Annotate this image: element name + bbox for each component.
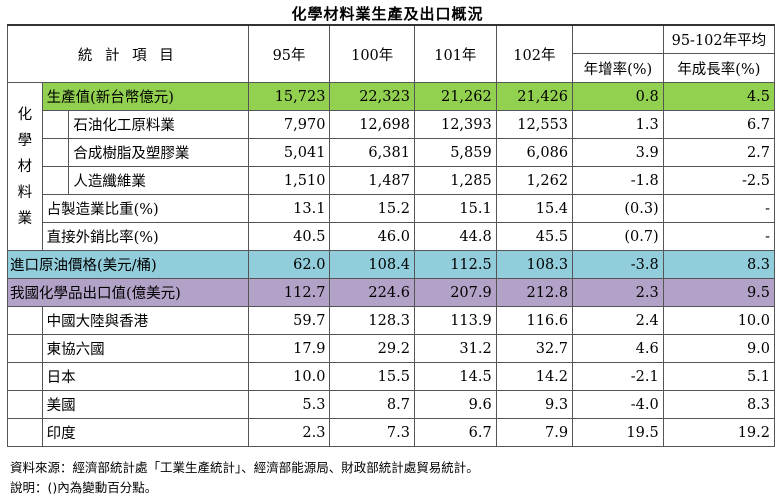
row-label: 我國化學品出口值(億美元): [7, 278, 249, 307]
header-101: 101年: [413, 24, 497, 83]
data-table: 統 計 項 目 95年 100年 101年 102年 95-102年平均 年增率…: [7, 24, 775, 447]
remark-note: 說明：()內為變動百分點。: [10, 480, 158, 495]
indent-cell: [41, 166, 70, 195]
header-row: 統 計 項 目 95年 100年 101年 102年 95-102年平均: [7, 24, 775, 83]
table-row: 石油化工原料業 7,970 12,698 12,393 12,553 1.3 6…: [8, 110, 775, 139]
header-row-2: 年增率(%) 年成長率(%): [8, 53, 775, 83]
indent-cell: [7, 390, 43, 419]
group-label: 化學材料業: [7, 82, 43, 251]
row-label: 進口原油價格(美元/桶): [7, 250, 249, 279]
indent-cell: [7, 362, 43, 391]
table-row: 美國 5.3 8.7 9.6 9.3 -4.0 8.3: [7, 390, 775, 419]
table-row: 印度 2.3 7.3 6.7 7.9 19.5 19.2: [7, 418, 775, 447]
table-row: 化學材料業 生產值(新台幣億元) 15,723 22,323 21,262 21…: [7, 82, 775, 251]
table-row: 中國大陸與香港 59.7 128.3 113.9 116.6 2.4 10.0: [7, 306, 775, 335]
header-102: 102年: [495, 24, 574, 83]
table-row: 日本 10.0 15.5 14.5 14.2 -2.1 5.1: [7, 362, 775, 391]
header-95: 95年: [247, 24, 331, 83]
indent-cell: [41, 138, 70, 167]
header-avg-line1: 95-102年平均: [662, 24, 775, 54]
row-label: 石油化工原料業: [68, 110, 249, 139]
footnotes: 資料來源：經濟部統計處「工業生產統計」、經濟部能源局、財政部統計處貿易統計。 說…: [10, 458, 479, 498]
indent-cell: [7, 306, 43, 335]
row-label: 直接外銷比率(%): [41, 222, 249, 251]
table-row: 占製造業比重(%) 13.1 15.2 15.1 15.4 (0.3) -: [8, 194, 775, 223]
row-label: 人造纖維業: [68, 166, 249, 195]
table-row: 直接外銷比率(%) 40.5 46.0 44.8 45.5 (0.7) -: [8, 222, 775, 251]
header-yoy: 年增率(%): [572, 53, 664, 83]
row-label: 印度: [41, 418, 249, 447]
indent-cell: [7, 418, 43, 447]
row-label: 美國: [41, 390, 249, 419]
table-row: 我國化學品出口值(億美元) 112.7 224.6 207.9 212.8 2.…: [7, 278, 775, 307]
row-label: 東協六國: [41, 334, 249, 363]
table-row: 東協六國 17.9 29.2 31.2 32.7 4.6 9.0: [7, 334, 775, 363]
header-100: 100年: [329, 24, 415, 83]
source-note: 資料來源：經濟部統計處「工業生產統計」、經濟部能源局、財政部統計處貿易統計。: [10, 460, 479, 475]
row-label: 中國大陸與香港: [41, 306, 249, 335]
row-label: 生產值(新台幣億元): [41, 82, 249, 111]
table-row: 人造纖維業 1,510 1,487 1,285 1,262 -1.8 -2.5: [8, 166, 775, 195]
row-label: 合成樹脂及塑膠業: [68, 138, 249, 167]
row-label: 日本: [41, 362, 249, 391]
table-title: 化學材料業生產及出口概況: [291, 5, 484, 23]
indent-cell: [41, 110, 70, 139]
header-avg-line2: 年成長率(%): [662, 53, 775, 83]
header-item: 統 計 項 目: [7, 24, 249, 83]
table-row: 合成樹脂及塑膠業 5,041 6,381 5,859 6,086 3.9 2.7: [8, 138, 775, 167]
row-label: 占製造業比重(%): [41, 194, 249, 223]
header-blank: [572, 24, 664, 54]
table-row: 進口原油價格(美元/桶) 62.0 108.4 112.5 108.3 -3.8…: [7, 250, 775, 279]
indent-cell: [7, 334, 43, 363]
